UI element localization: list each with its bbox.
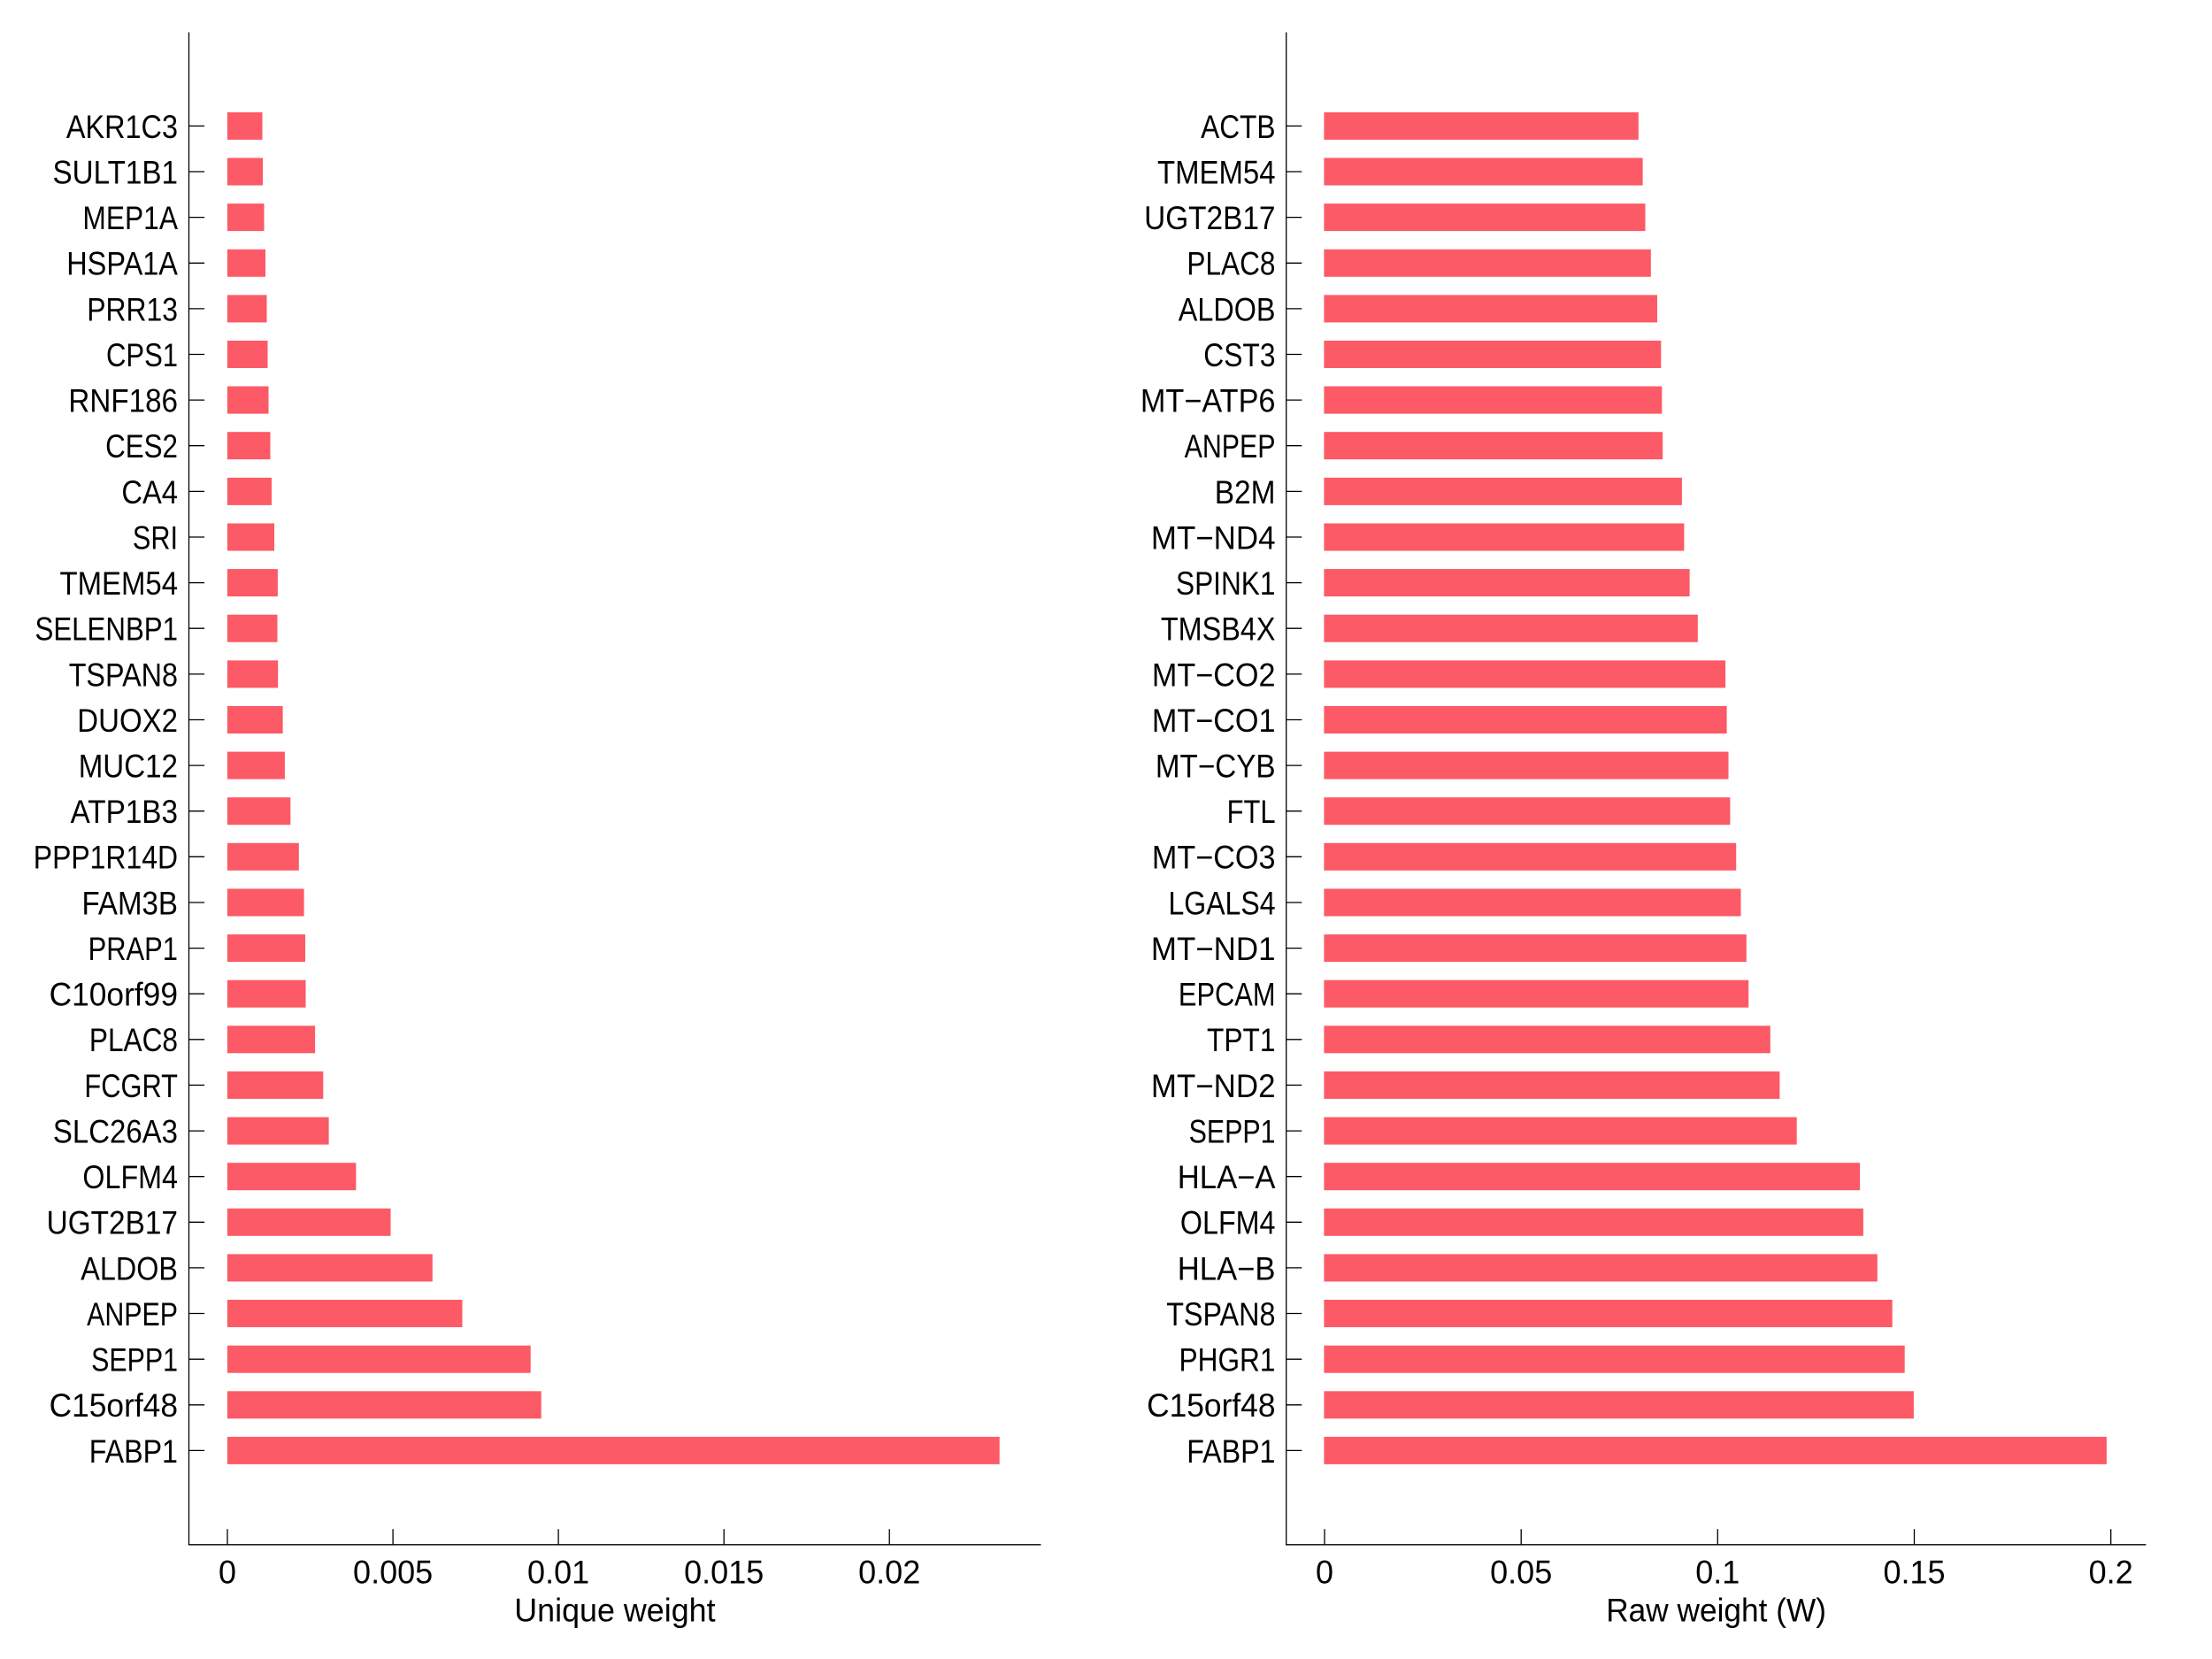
svg-text:FABP1: FABP1: [1187, 1433, 1275, 1470]
svg-text:LGALS4: LGALS4: [1169, 885, 1276, 921]
svg-text:Unique weight: Unique weight: [514, 1593, 716, 1629]
svg-text:MT−CO1: MT−CO1: [1152, 703, 1276, 739]
svg-text:FABP1: FABP1: [89, 1433, 178, 1470]
svg-text:SULT1B1: SULT1B1: [53, 154, 179, 190]
svg-text:0.1: 0.1: [1695, 1555, 1740, 1591]
svg-text:MT−ND4: MT−ND4: [1151, 519, 1276, 556]
svg-text:0.01: 0.01: [527, 1555, 589, 1591]
svg-text:C15orf48: C15orf48: [1147, 1387, 1275, 1424]
svg-text:SEPP1: SEPP1: [1189, 1114, 1276, 1150]
svg-text:0.015: 0.015: [684, 1555, 764, 1591]
svg-text:MT−CO2: MT−CO2: [1152, 657, 1276, 693]
svg-text:0.2: 0.2: [2089, 1555, 2133, 1591]
svg-text:0.15: 0.15: [1883, 1555, 1945, 1591]
svg-text:HLA−A: HLA−A: [1178, 1159, 1276, 1195]
svg-text:SELENBP1: SELENBP1: [35, 611, 179, 648]
svg-text:FCGRT: FCGRT: [84, 1068, 178, 1104]
svg-text:CPS1: CPS1: [106, 337, 178, 373]
svg-text:PLAC8: PLAC8: [1187, 246, 1275, 282]
svg-text:MT−ATP6: MT−ATP6: [1141, 383, 1276, 419]
svg-text:CST3: CST3: [1203, 337, 1275, 373]
svg-text:MT−CO3: MT−CO3: [1152, 840, 1276, 876]
svg-text:PPP1R14D: PPP1R14D: [34, 840, 178, 876]
svg-text:UGT2B17: UGT2B17: [47, 1205, 178, 1241]
svg-text:ANPEP: ANPEP: [87, 1296, 178, 1333]
svg-text:CES2: CES2: [105, 428, 178, 465]
svg-text:UGT2B17: UGT2B17: [1144, 200, 1275, 236]
svg-text:EPCAM: EPCAM: [1179, 977, 1276, 1013]
svg-text:ATP1B3: ATP1B3: [71, 794, 178, 830]
svg-text:PHGR1: PHGR1: [1179, 1342, 1276, 1379]
svg-text:0.05: 0.05: [1490, 1555, 1552, 1591]
svg-text:ACTB: ACTB: [1201, 109, 1275, 145]
svg-text:ALDOB: ALDOB: [1179, 291, 1276, 327]
svg-text:RNF186: RNF186: [68, 383, 178, 419]
svg-text:C15orf48: C15orf48: [50, 1387, 178, 1424]
svg-text:0.005: 0.005: [353, 1555, 433, 1591]
svg-text:MT−ND1: MT−ND1: [1151, 931, 1276, 967]
svg-text:SRI: SRI: [133, 519, 178, 556]
svg-text:HLA−B: HLA−B: [1178, 1250, 1276, 1286]
svg-text:MT−CYB: MT−CYB: [1156, 749, 1276, 785]
svg-text:B2M: B2M: [1215, 474, 1276, 511]
svg-text:DUOX2: DUOX2: [77, 703, 178, 739]
svg-text:TSPAN8: TSPAN8: [1166, 1296, 1275, 1333]
svg-text:SLC26A3: SLC26A3: [53, 1114, 178, 1150]
svg-text:SEPP1: SEPP1: [91, 1342, 178, 1379]
svg-text:FAM3B: FAM3B: [82, 885, 179, 921]
svg-text:MUC12: MUC12: [79, 749, 178, 785]
svg-text:HSPA1A: HSPA1A: [66, 246, 178, 282]
svg-text:MT−ND2: MT−ND2: [1151, 1068, 1276, 1104]
svg-text:TPT1: TPT1: [1207, 1022, 1276, 1058]
svg-text:FTL: FTL: [1227, 794, 1276, 830]
svg-text:TMEM54: TMEM54: [60, 565, 179, 602]
svg-text:0.02: 0.02: [858, 1555, 920, 1591]
svg-text:PRR13: PRR13: [87, 291, 178, 327]
svg-text:SPINK1: SPINK1: [1176, 565, 1276, 602]
svg-text:C10orf99: C10orf99: [50, 977, 178, 1013]
svg-text:0: 0: [219, 1555, 236, 1591]
svg-text:TMEM54: TMEM54: [1157, 154, 1276, 190]
svg-text:TSPAN8: TSPAN8: [69, 657, 178, 693]
svg-text:OLFM4: OLFM4: [1180, 1205, 1276, 1241]
svg-text:PRAP1: PRAP1: [88, 931, 178, 967]
svg-text:TMSB4X: TMSB4X: [1161, 611, 1276, 648]
svg-text:0: 0: [1316, 1555, 1333, 1591]
svg-text:ANPEP: ANPEP: [1185, 428, 1276, 465]
svg-text:PLAC8: PLAC8: [89, 1022, 178, 1058]
svg-text:OLFM4: OLFM4: [82, 1159, 178, 1195]
svg-text:AKR1C3: AKR1C3: [66, 109, 178, 145]
svg-text:CA4: CA4: [121, 474, 178, 511]
svg-text:ALDOB: ALDOB: [81, 1250, 178, 1286]
svg-text:MEP1A: MEP1A: [82, 200, 178, 236]
svg-text:Raw weight (W): Raw weight (W): [1606, 1593, 1826, 1629]
